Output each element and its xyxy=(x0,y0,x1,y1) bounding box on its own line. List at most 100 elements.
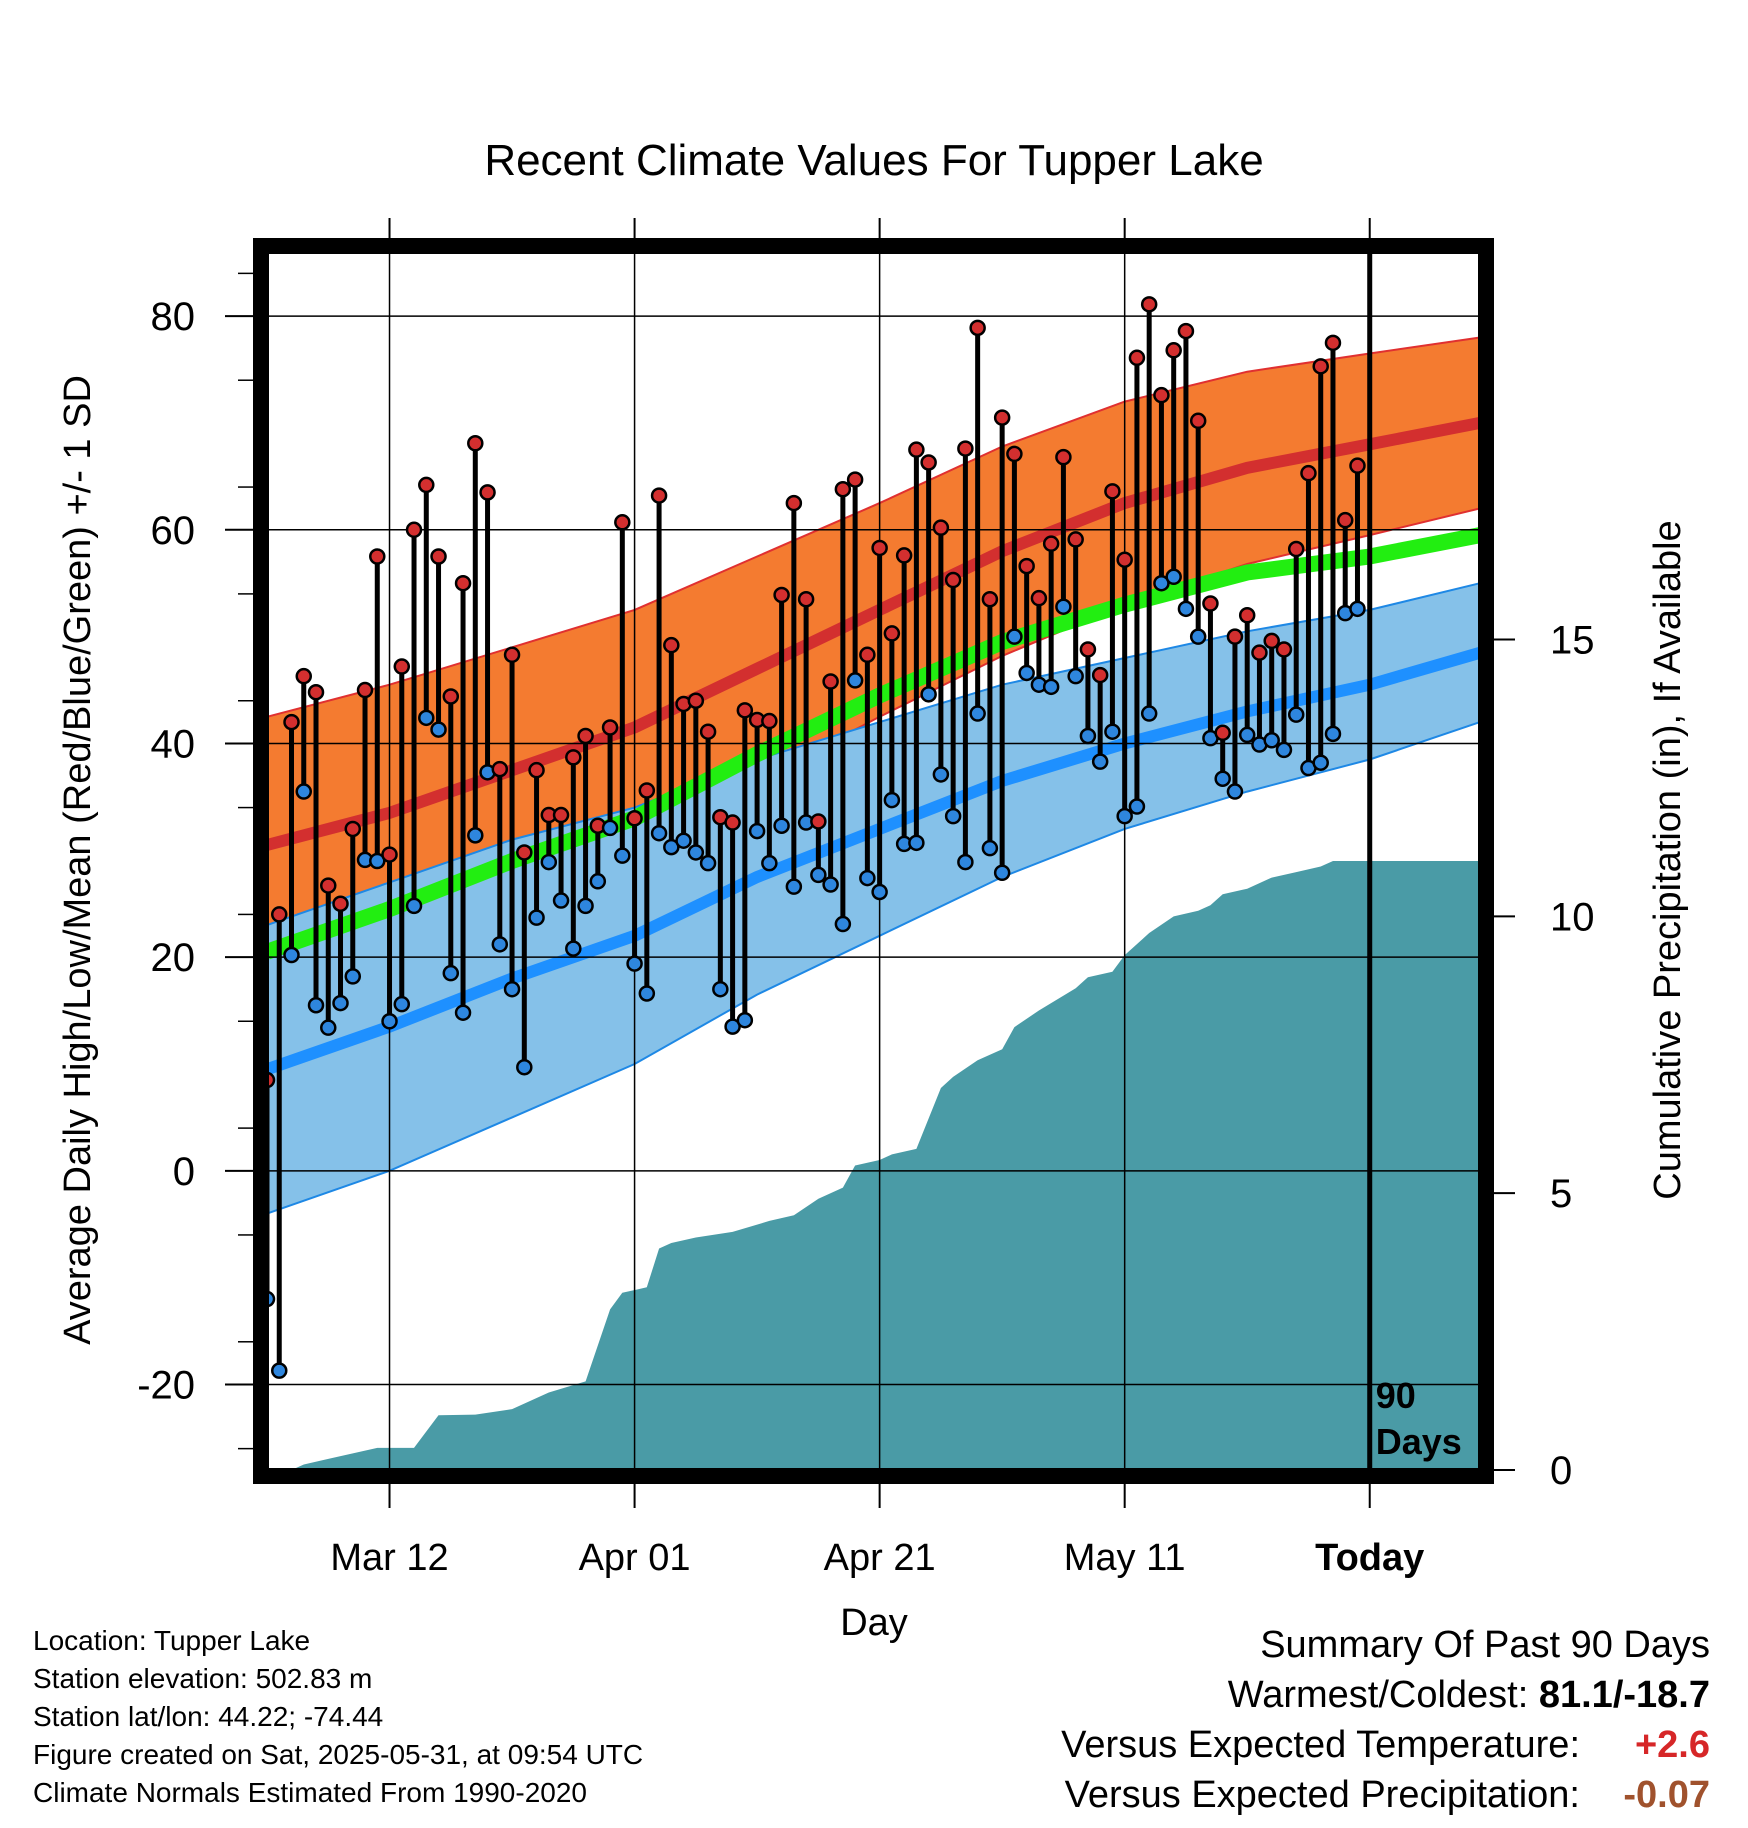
summary-title: Summary Of Past 90 Days xyxy=(1260,1624,1710,1666)
daily-low-point xyxy=(1128,798,1146,815)
daily-high-point xyxy=(295,667,313,685)
daily-high-point xyxy=(614,514,631,531)
daily-high-point xyxy=(454,574,472,592)
daily-low-point xyxy=(773,817,790,834)
daily-high-point xyxy=(1312,358,1329,375)
y2-tick-label: 15 xyxy=(1550,619,1595,663)
daily-high-point xyxy=(846,471,864,488)
daily-high-point xyxy=(981,590,999,608)
y-tick-label: 40 xyxy=(151,722,196,766)
daily-low-point xyxy=(675,832,692,849)
daily-low-point xyxy=(369,852,386,870)
daily-high-point xyxy=(344,820,362,838)
y2-axis-label: Cumulative Precipitation (in), If Availa… xyxy=(1647,520,1689,1199)
daily-high-point xyxy=(1055,448,1072,466)
y-tick-label: 80 xyxy=(151,295,196,339)
daily-low-point xyxy=(810,866,827,884)
daily-high-point xyxy=(405,521,423,539)
daily-low-point xyxy=(908,834,925,852)
y-tick-label: 60 xyxy=(151,509,196,553)
daily-low-point xyxy=(846,672,864,689)
daily-high-point xyxy=(503,646,521,664)
today-label-days-count: 90 xyxy=(1376,1375,1416,1416)
daily-high-point xyxy=(810,813,827,830)
daily-low-point xyxy=(761,854,778,872)
daily-high-point xyxy=(724,814,741,831)
daily-high-point xyxy=(1079,641,1097,658)
y2-tick-label: 5 xyxy=(1550,1172,1572,1216)
summary-temp-label: Versus Expected Temperature: xyxy=(1061,1724,1580,1766)
x-tick-label: Apr 01 xyxy=(579,1537,691,1579)
daily-low-point xyxy=(1238,726,1256,744)
daily-low-point xyxy=(638,985,656,1002)
daily-low-point xyxy=(430,721,447,738)
precipitation-area xyxy=(267,861,1480,1470)
daily-high-point xyxy=(369,548,386,565)
daily-high-point xyxy=(356,681,374,699)
daily-low-point xyxy=(565,940,582,957)
daily-low-point xyxy=(957,853,974,871)
daily-high-point xyxy=(381,846,398,863)
daily-low-point xyxy=(1006,628,1023,645)
summary-precip-label: Versus Expected Precipitation: xyxy=(1064,1774,1580,1816)
daily-high-point xyxy=(663,636,680,654)
daily-low-point xyxy=(614,847,631,864)
daily-low-point xyxy=(687,844,705,861)
daily-low-point xyxy=(320,1019,337,1036)
x-tick-label: Mar 12 xyxy=(330,1537,448,1579)
daily-low-point xyxy=(969,705,986,722)
daily-high-point xyxy=(650,487,668,504)
daily-low-point xyxy=(295,783,313,800)
y2-tick-label: 0 xyxy=(1550,1449,1572,1493)
daily-high-point xyxy=(1006,445,1023,463)
info-latlon: Station lat/lon: 44.22; -74.44 xyxy=(33,1701,384,1732)
daily-high-point xyxy=(1104,483,1121,500)
daily-high-point xyxy=(944,571,962,589)
summary-precip-value: -0.07 xyxy=(1623,1774,1710,1816)
daily-high-point xyxy=(1091,666,1109,684)
daily-high-point xyxy=(1226,628,1244,645)
daily-low-point xyxy=(1079,727,1097,745)
daily-low-point xyxy=(540,853,558,871)
summary-warm-label: Warmest/Coldest: xyxy=(1227,1674,1539,1716)
daily-high-point xyxy=(871,539,888,557)
daily-low-point xyxy=(405,897,423,915)
info-elevation: Station elevation: 502.83 m xyxy=(33,1663,373,1694)
observations-layer xyxy=(258,296,1366,1379)
daily-low-point xyxy=(1324,725,1342,743)
daily-low-point xyxy=(785,878,803,895)
daily-low-point xyxy=(834,915,852,933)
daily-high-point xyxy=(1042,535,1060,552)
daily-low-point xyxy=(993,864,1011,882)
daily-high-point xyxy=(577,727,594,745)
daily-high-point xyxy=(797,590,815,608)
daily-low-point xyxy=(516,1058,533,1076)
daily-high-point xyxy=(1067,531,1084,548)
daily-low-point xyxy=(589,873,607,890)
daily-low-point xyxy=(503,980,521,998)
daily-low-point xyxy=(381,1013,398,1030)
daily-high-point xyxy=(687,692,705,709)
daily-low-point xyxy=(920,686,937,703)
precipitation-layer xyxy=(267,861,1480,1470)
daily-low-point xyxy=(1104,723,1121,740)
y-tick-label: -20 xyxy=(137,1364,195,1408)
daily-high-point xyxy=(1287,540,1305,558)
daily-high-point xyxy=(736,702,754,719)
daily-high-point xyxy=(1251,644,1268,661)
daily-high-point xyxy=(1214,724,1231,742)
daily-high-point xyxy=(1165,342,1182,359)
daily-high-point xyxy=(638,782,656,799)
info-created: Figure created on Sat, 2025-05-31, at 09… xyxy=(33,1739,644,1770)
daily-low-point xyxy=(932,766,950,783)
daily-low-point xyxy=(883,791,901,809)
daily-high-point xyxy=(1202,595,1219,612)
daily-high-point xyxy=(283,713,300,731)
daily-low-point xyxy=(822,876,839,893)
daily-low-point xyxy=(552,892,570,909)
station-info: Location: Tupper Lake Station elevation:… xyxy=(33,1622,643,1812)
daily-low-point xyxy=(528,909,545,926)
daily-high-point xyxy=(528,761,545,779)
daily-high-point xyxy=(969,319,986,337)
daily-high-point xyxy=(1018,557,1035,575)
